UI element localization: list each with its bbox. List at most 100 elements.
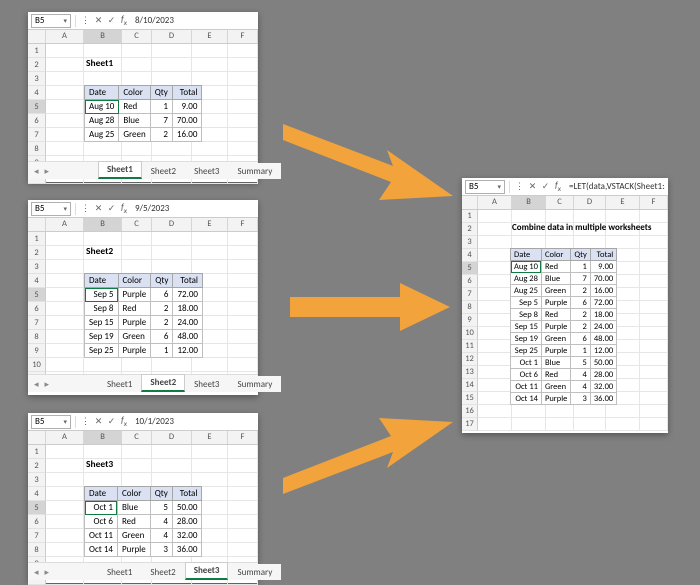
tab-sheet1[interactable]: Sheet1	[98, 161, 142, 179]
col-header[interactable]: D	[152, 30, 192, 43]
confirm-icon[interactable]: ✓	[106, 416, 117, 427]
tab-sheet3[interactable]: Sheet3	[185, 562, 229, 580]
cell-color[interactable]: Purple	[118, 344, 151, 358]
cell-qty[interactable]: 2	[571, 285, 590, 297]
col-header[interactable]: B	[84, 218, 122, 231]
cell-date[interactable]: Aug 10	[85, 100, 119, 114]
col-header[interactable]: C	[546, 196, 574, 209]
cell-total[interactable]: 48.00	[173, 330, 203, 344]
cancel-icon[interactable]: ✕	[93, 203, 104, 214]
cell-date[interactable]: Oct 1	[85, 501, 118, 515]
cell-total[interactable]: 36.00	[172, 543, 202, 557]
cell-total[interactable]: 24.00	[173, 316, 203, 330]
confirm-icon[interactable]: ✓	[106, 203, 117, 214]
cell-color[interactable]: Green	[119, 128, 150, 142]
cell-date[interactable]: Sep 8	[85, 302, 119, 316]
col-header[interactable]: B	[84, 431, 122, 444]
cell-date[interactable]: Oct 14	[511, 393, 542, 405]
col-header[interactable]: A	[46, 218, 84, 231]
row-header[interactable]: 5	[462, 262, 478, 275]
row-header[interactable]: 3	[28, 473, 46, 487]
cell-date[interactable]: Oct 1	[511, 357, 542, 369]
cell-date[interactable]: Aug 10	[511, 261, 542, 273]
row-header[interactable]: 17	[462, 418, 478, 431]
row-header[interactable]: 2	[28, 246, 46, 260]
cell-qty[interactable]: 6	[151, 330, 173, 344]
col-header[interactable]: A	[46, 431, 84, 444]
cell-color[interactable]: Red	[541, 309, 570, 321]
fx-icon[interactable]: fx	[553, 180, 563, 194]
cell-qty[interactable]: 6	[151, 288, 173, 302]
cell-total[interactable]: 28.00	[172, 515, 202, 529]
row-header[interactable]: 9	[462, 314, 478, 327]
cell-qty[interactable]: 6	[571, 297, 590, 309]
cell-date[interactable]: Sep 25	[511, 345, 542, 357]
formula-input[interactable]: 10/1/2023	[131, 416, 255, 427]
tab-nav-icon[interactable]: ◂ ▸	[34, 379, 51, 390]
chevron-down-icon[interactable]: ▾	[63, 204, 67, 213]
cell-total[interactable]: 32.00	[590, 381, 616, 393]
formula-input[interactable]: 8/10/2023	[131, 15, 255, 26]
cell-color[interactable]: Green	[541, 285, 570, 297]
confirm-icon[interactable]: ✓	[540, 181, 551, 192]
cell-date[interactable]: Oct 11	[511, 381, 542, 393]
cell-qty[interactable]: 4	[571, 369, 590, 381]
cell-color[interactable]: Green	[541, 381, 570, 393]
row-header[interactable]: 1	[28, 44, 46, 58]
row-header[interactable]: 4	[462, 249, 478, 262]
cell-color[interactable]: Purple	[118, 316, 151, 330]
cell-date[interactable]: Aug 25	[511, 285, 542, 297]
cell-date[interactable]: Sep 19	[85, 330, 119, 344]
row-header[interactable]: 8	[462, 301, 478, 314]
row-header[interactable]: 1	[462, 210, 478, 223]
name-box[interactable]: B5▾	[31, 415, 71, 429]
row-header[interactable]: 11	[462, 340, 478, 353]
cell-qty[interactable]: 4	[150, 529, 172, 543]
cell-total[interactable]: 24.00	[590, 321, 616, 333]
col-header[interactable]: B	[84, 30, 122, 43]
chevron-down-icon[interactable]: ▾	[63, 417, 67, 426]
cell-total[interactable]: 28.00	[590, 369, 616, 381]
row-header[interactable]: 14	[462, 379, 478, 392]
row-header[interactable]: 6	[462, 275, 478, 288]
col-header[interactable]: A	[478, 196, 512, 209]
cell-color[interactable]: Red	[117, 515, 150, 529]
tab-sheet3[interactable]: Sheet3	[185, 376, 228, 392]
cell-total[interactable]: 70.00	[590, 273, 616, 285]
cell-date[interactable]: Sep 15	[511, 321, 542, 333]
cell-qty[interactable]: 1	[151, 344, 173, 358]
tab-nav-icon[interactable]: ◂ ▸	[34, 166, 51, 177]
tab-summary[interactable]: Summary	[228, 376, 281, 392]
row-header[interactable]: 2	[28, 58, 46, 72]
row-header[interactable]: 4	[28, 487, 46, 501]
cell-color[interactable]: Blue	[541, 273, 570, 285]
range-icon[interactable]: ⋮	[80, 416, 91, 427]
col-header[interactable]: E	[606, 196, 640, 209]
row-header[interactable]: 1	[28, 445, 46, 459]
cell-total[interactable]: 16.00	[172, 128, 202, 142]
tab-sheet3[interactable]: Sheet3	[185, 163, 228, 179]
cell-qty[interactable]: 4	[150, 515, 172, 529]
row-header[interactable]: 3	[28, 260, 46, 274]
row-header[interactable]: 6	[28, 302, 46, 316]
cell-total[interactable]: 48.00	[590, 333, 616, 345]
row-header[interactable]: 5	[28, 100, 46, 114]
tab-summary[interactable]: Summary	[228, 564, 281, 580]
cell-total[interactable]: 18.00	[173, 302, 203, 316]
select-all[interactable]	[28, 431, 46, 444]
row-header[interactable]: 10	[28, 358, 46, 372]
fx-icon[interactable]: fx	[119, 415, 129, 429]
range-icon[interactable]: ⋮	[514, 181, 525, 192]
cell-color[interactable]: Green	[118, 330, 151, 344]
name-box[interactable]: B5▾	[465, 180, 505, 194]
cell-total[interactable]: 50.00	[172, 501, 202, 515]
cell-date[interactable]: Oct 6	[85, 515, 118, 529]
col-header[interactable]: E	[192, 30, 228, 43]
cancel-icon[interactable]: ✕	[527, 181, 538, 192]
cell-total[interactable]: 70.00	[172, 114, 202, 128]
cell-date[interactable]: Oct 11	[85, 529, 118, 543]
row-header[interactable]: 8	[28, 142, 46, 156]
row-header[interactable]: 1	[28, 232, 46, 246]
cell-color[interactable]: Purple	[541, 321, 570, 333]
cell-color[interactable]: Red	[118, 302, 151, 316]
